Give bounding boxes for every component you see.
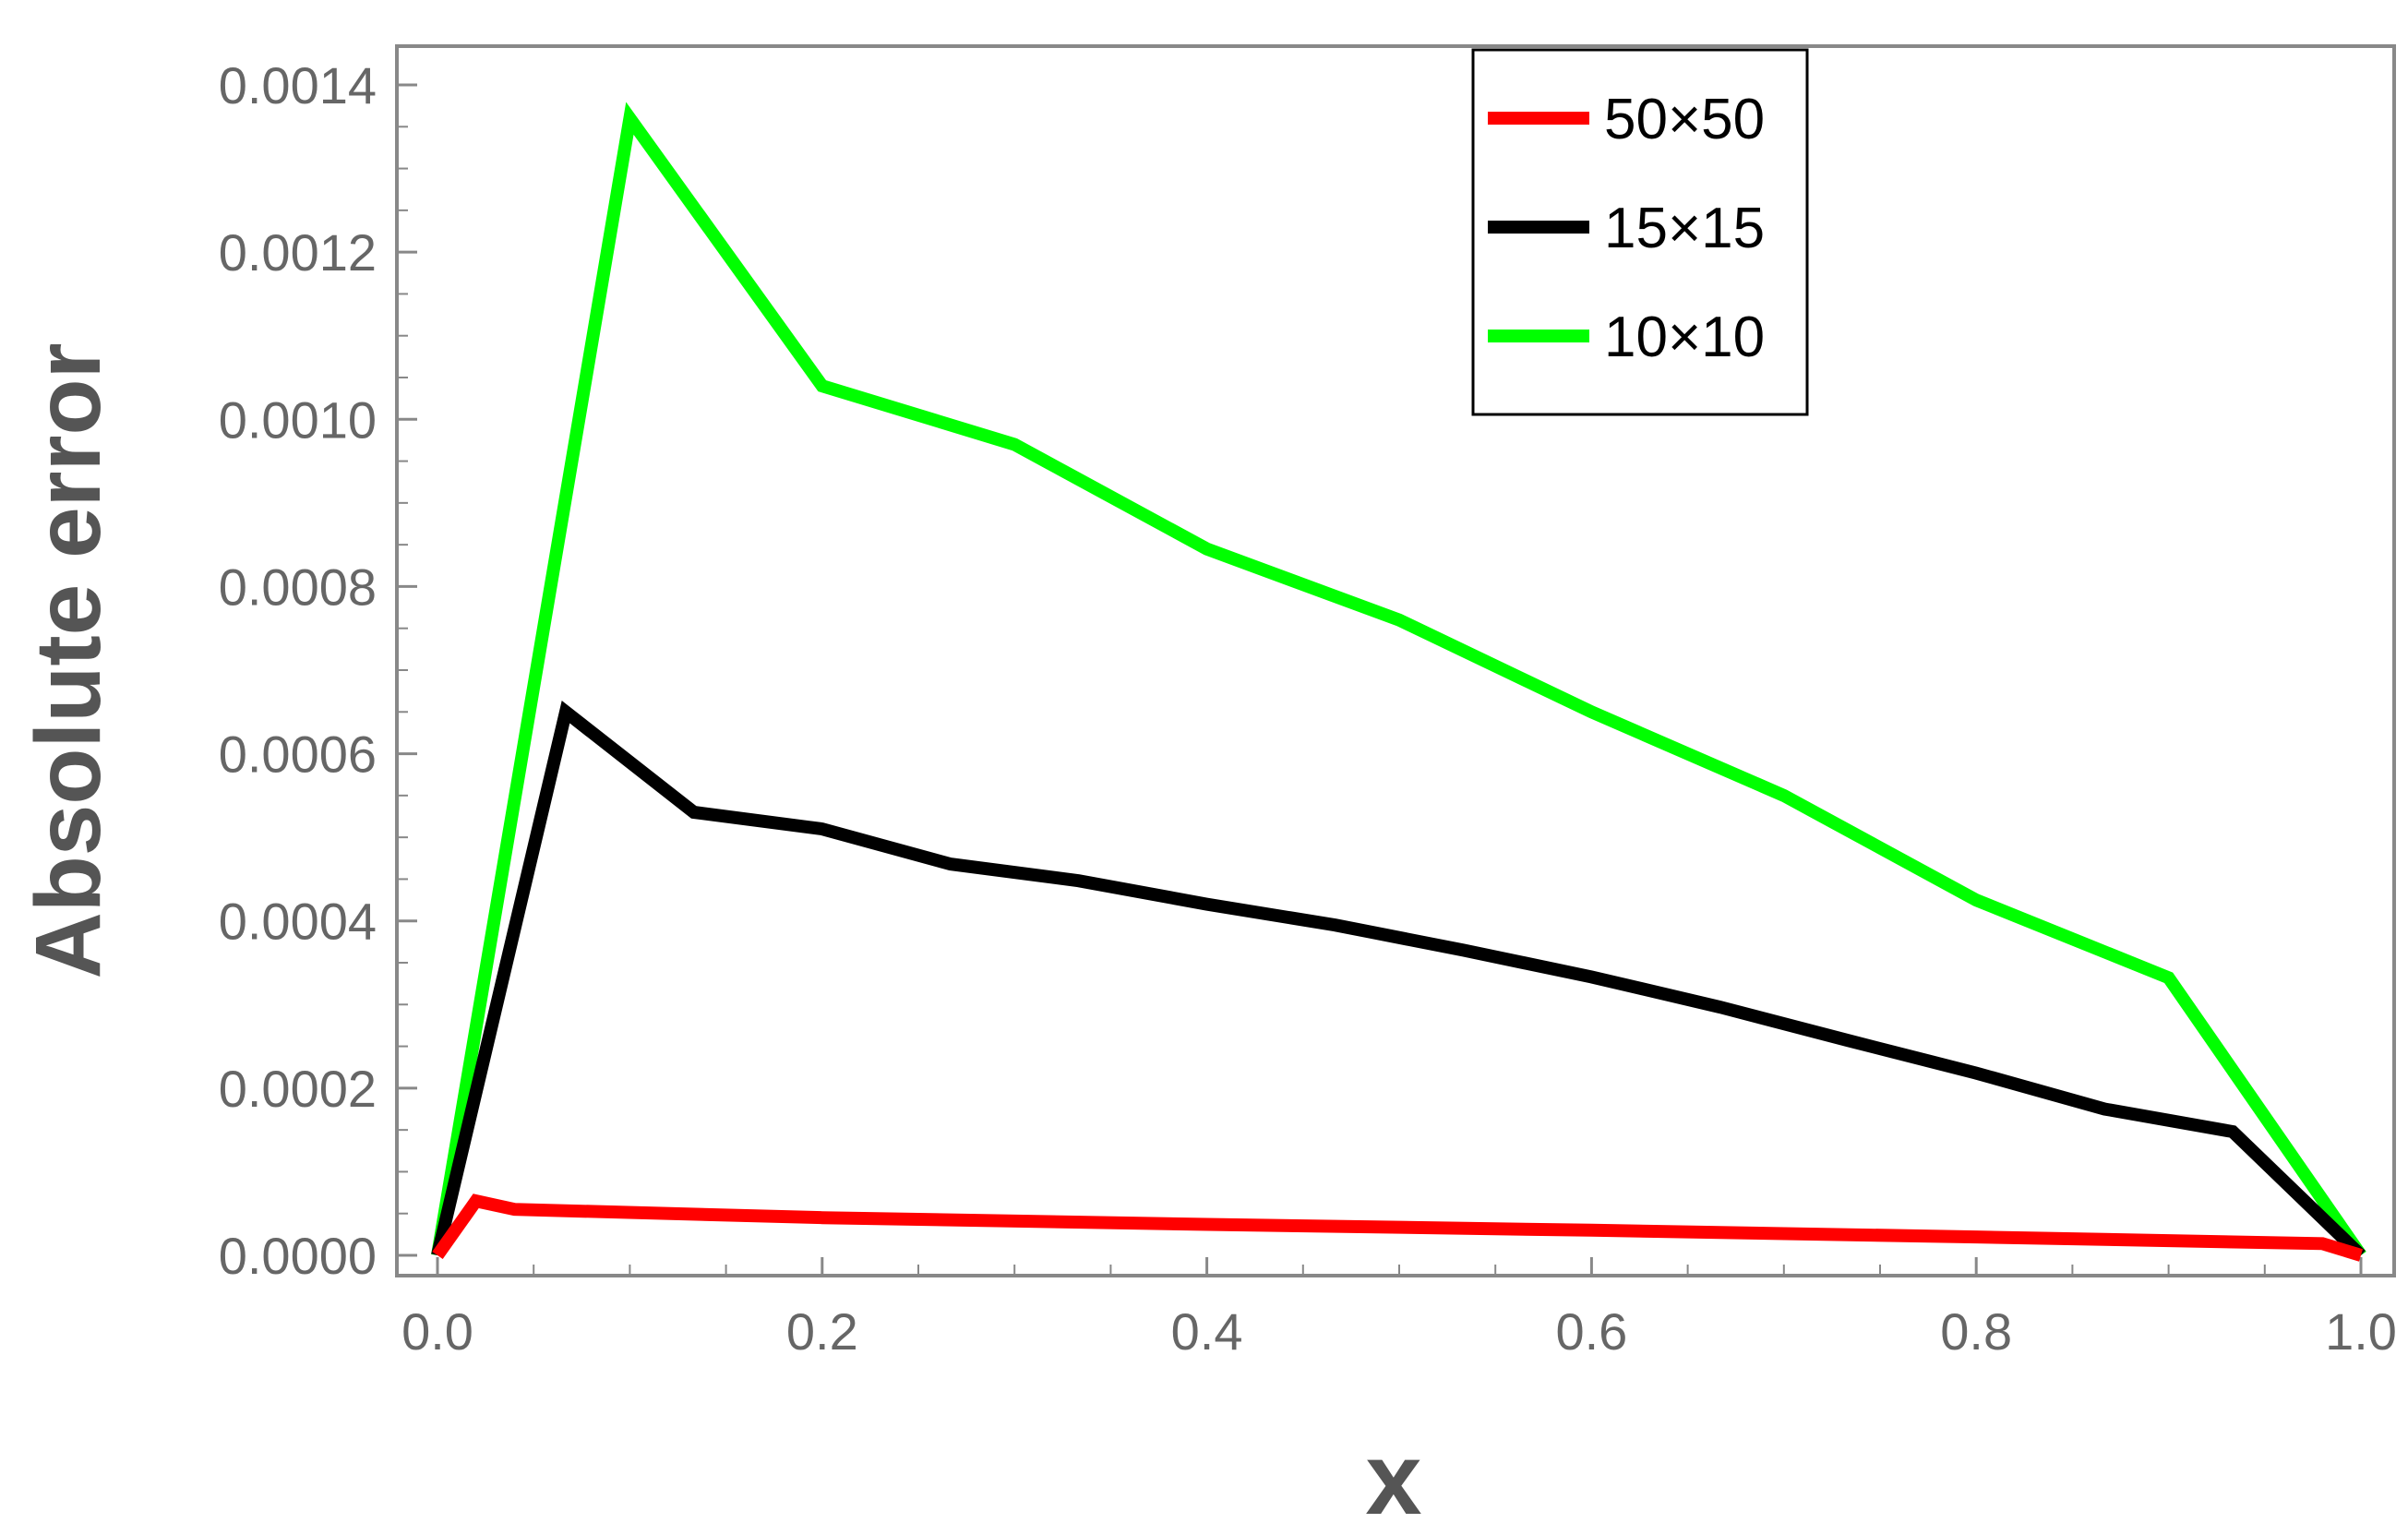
x-tick-label: 0.8 (1940, 1302, 2012, 1361)
series-line-3 (431, 102, 2366, 1259)
series-line-2 (431, 701, 2366, 1261)
y-tick-label: 0.0012 (219, 223, 377, 282)
y-tick-label: 0.0002 (219, 1060, 377, 1118)
y-axis-ticks: 0.0000 0.0002 0.0004 0.0006 0.0008 0.0010 0.00… (219, 56, 417, 1285)
y-tick-label: 0.0004 (219, 893, 377, 951)
y-tick-label: 0.0014 (219, 56, 377, 114)
x-axis-title: x (1365, 1422, 1421, 1535)
x-tick-label: 0.2 (786, 1302, 858, 1361)
plot-frame (395, 44, 2396, 1277)
x-tick-label: 0.0 (401, 1302, 473, 1361)
x-tick-label: 0.4 (1171, 1302, 1243, 1361)
series-line-1 (432, 1193, 2364, 1262)
legend-label: 50×50 (1604, 88, 1765, 151)
x-tick-label: 0.6 (1555, 1302, 1627, 1361)
legend-label: 10×10 (1604, 306, 1765, 369)
y-tick-label: 0.0006 (219, 726, 377, 784)
legend: 50×50 15×15 10×10 (1471, 48, 1809, 416)
x-tick-label: 1.0 (2325, 1302, 2397, 1361)
y-axis-title: Absolute error (17, 342, 120, 978)
y-tick-label: 0.0000 (219, 1227, 377, 1285)
y-tick-label: 0.0010 (219, 390, 377, 449)
y-tick-label: 0.0008 (219, 558, 377, 616)
x-axis-ticks: 0.0 0.2 0.4 0.6 0.8 1.0 (401, 1257, 2397, 1361)
series-layer (431, 102, 2366, 1262)
legend-items: 50×50 15×15 10×10 (1488, 88, 1765, 369)
legend-label: 15×15 (1604, 197, 1765, 260)
